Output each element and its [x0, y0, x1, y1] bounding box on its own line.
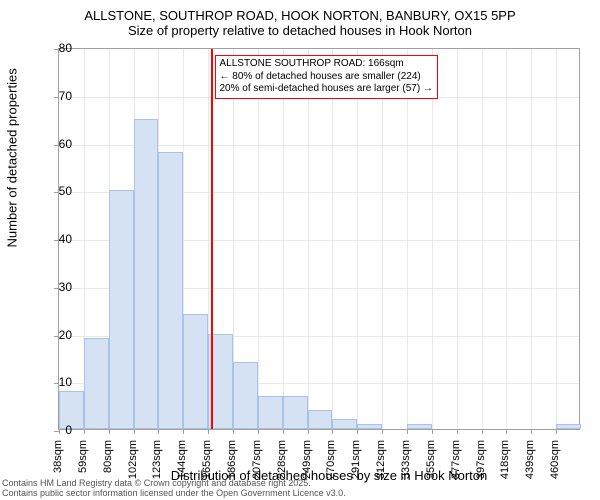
x-tick: [158, 429, 159, 434]
annotation-box: ALLSTONE SOUTHROP ROAD: 166sqm← 80% of d…: [215, 55, 438, 99]
histogram-bar: [332, 419, 357, 429]
histogram-bar: [183, 314, 208, 429]
histogram-bar: [308, 410, 333, 429]
x-tick: [84, 429, 85, 434]
x-tick-label: 460sqm: [549, 440, 561, 490]
grid-v: [332, 49, 333, 429]
main-title: ALLSTONE, SOUTHROP ROAD, HOOK NORTON, BA…: [0, 8, 600, 23]
x-tick: [233, 429, 234, 434]
plot-area: ALLSTONE SOUTHROP ROAD: 166sqm← 80% of d…: [58, 48, 580, 430]
y-tick-label: 70: [42, 89, 72, 103]
y-tick-label: 20: [42, 328, 72, 342]
grid-v: [482, 49, 483, 429]
histogram-bar: [357, 424, 382, 429]
x-tick: [531, 429, 532, 434]
histogram-bar: [134, 119, 159, 429]
grid-v: [432, 49, 433, 429]
x-tick-label: 38sqm: [52, 440, 64, 490]
grid-v: [283, 49, 284, 429]
histogram-bar: [158, 152, 183, 429]
x-tick-label: 249sqm: [301, 440, 313, 490]
annotation-line1: ALLSTONE SOUTHROP ROAD: 166sqm: [220, 58, 433, 71]
x-tick-label: 123sqm: [151, 440, 163, 490]
histogram-bar: [84, 338, 109, 429]
grid-v: [506, 49, 507, 429]
x-tick: [357, 429, 358, 434]
histogram-bar: [258, 396, 283, 429]
reference-line: [211, 49, 213, 429]
x-tick-label: 418sqm: [499, 440, 511, 490]
title-block: ALLSTONE, SOUTHROP ROAD, HOOK NORTON, BA…: [0, 0, 600, 38]
x-tick: [457, 429, 458, 434]
x-tick: [506, 429, 507, 434]
x-tick: [208, 429, 209, 434]
x-tick: [432, 429, 433, 434]
x-tick-label: 59sqm: [77, 440, 89, 490]
y-tick-label: 50: [42, 184, 72, 198]
y-tick-label: 60: [42, 137, 72, 151]
x-tick-label: 377sqm: [450, 440, 462, 490]
x-tick: [382, 429, 383, 434]
grid-v: [531, 49, 532, 429]
x-tick: [407, 429, 408, 434]
x-tick: [556, 429, 557, 434]
x-tick-label: 439sqm: [524, 440, 536, 490]
y-tick-label: 80: [42, 41, 72, 55]
x-tick-label: 102sqm: [127, 440, 139, 490]
grid-v: [382, 49, 383, 429]
x-tick: [332, 429, 333, 434]
x-tick: [308, 429, 309, 434]
y-axis-label: Number of detached properties: [5, 68, 20, 247]
annotation-line2: ← 80% of detached houses are smaller (22…: [220, 71, 433, 84]
grid-v: [457, 49, 458, 429]
y-tick-label: 30: [42, 280, 72, 294]
histogram-bar: [407, 424, 432, 429]
x-tick: [283, 429, 284, 434]
x-tick-label: 144sqm: [176, 440, 188, 490]
footer-line2: Contains public sector information licen…: [2, 489, 346, 499]
x-tick-label: 312sqm: [375, 440, 387, 490]
histogram-bar: [283, 396, 308, 429]
sub-title: Size of property relative to detached ho…: [0, 23, 600, 38]
x-tick-label: 397sqm: [475, 440, 487, 490]
y-tick-label: 40: [42, 232, 72, 246]
histogram-bar: [109, 190, 134, 429]
x-tick-label: 291sqm: [350, 440, 362, 490]
x-tick-label: 228sqm: [276, 440, 288, 490]
x-tick-label: 165sqm: [201, 440, 213, 490]
chart-area: ALLSTONE SOUTHROP ROAD: 166sqm← 80% of d…: [58, 48, 580, 430]
x-tick-label: 186sqm: [226, 440, 238, 490]
y-tick-label: 0: [42, 423, 72, 437]
grid-v: [258, 49, 259, 429]
x-tick-label: 270sqm: [325, 440, 337, 490]
histogram-bar: [556, 424, 581, 429]
x-tick-label: 207sqm: [251, 440, 263, 490]
x-tick: [134, 429, 135, 434]
x-tick-label: 80sqm: [102, 440, 114, 490]
grid-v: [308, 49, 309, 429]
histogram-bar: [233, 362, 258, 429]
grid-v: [407, 49, 408, 429]
x-tick-label: 333sqm: [400, 440, 412, 490]
x-tick: [258, 429, 259, 434]
x-tick: [183, 429, 184, 434]
annotation-line3: 20% of semi-detached houses are larger (…: [220, 83, 433, 96]
x-tick-label: 355sqm: [425, 440, 437, 490]
grid-v: [556, 49, 557, 429]
x-tick: [482, 429, 483, 434]
y-tick-label: 10: [42, 375, 72, 389]
x-tick: [109, 429, 110, 434]
grid-v: [357, 49, 358, 429]
